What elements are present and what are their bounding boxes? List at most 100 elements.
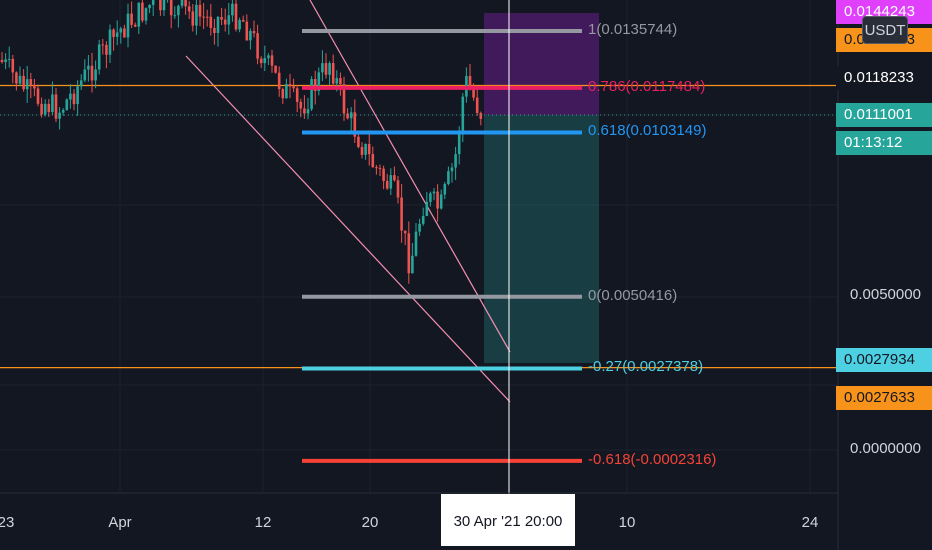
crosshair-time-label: 30 Apr '21 20:00 <box>441 494 575 546</box>
candle-body <box>364 144 367 155</box>
candle-body <box>414 231 418 256</box>
candle-body <box>126 13 130 38</box>
candle-body <box>249 30 252 41</box>
price-tick-0: 0.0000000 <box>850 440 921 457</box>
candle-body <box>454 154 457 168</box>
candle-body <box>162 0 166 11</box>
candle-body <box>457 131 461 155</box>
candle-body <box>432 191 436 194</box>
channel-upper-line[interactable] <box>309 0 511 353</box>
candle-body <box>238 20 241 30</box>
grid-lines <box>0 0 838 492</box>
candle-body <box>40 103 43 115</box>
candle-body <box>270 55 274 66</box>
price-tag: 0.0118233 <box>836 66 932 90</box>
price-tag: 0.0111001 <box>836 103 932 127</box>
candle-body <box>33 84 36 89</box>
candle-body <box>216 16 220 33</box>
candle-body <box>385 180 389 189</box>
candle-body <box>231 3 234 16</box>
candle-body <box>177 5 180 16</box>
candle-body <box>47 103 51 113</box>
time-tick-23: 23 <box>0 514 15 531</box>
candle-body <box>159 0 162 11</box>
candle-body <box>90 65 94 81</box>
candle-body <box>285 84 288 99</box>
candle-body <box>11 58 15 73</box>
candle-body <box>324 63 328 75</box>
fibonacci-extension[interactable] <box>302 28 582 463</box>
candle-body <box>25 79 29 90</box>
target-zone[interactable] <box>484 115 599 363</box>
candle-body <box>321 63 324 73</box>
fib-level-label: 0.618(0.0103149) <box>588 122 707 140</box>
candle-body <box>317 72 321 91</box>
candle-body <box>436 191 439 209</box>
candle-body <box>357 136 360 147</box>
candle-body <box>310 79 313 110</box>
candle-body <box>101 44 105 46</box>
candle-body <box>407 233 411 274</box>
candle-body <box>439 194 443 209</box>
candle-body <box>367 144 371 155</box>
candle-body <box>335 78 339 84</box>
candle-body <box>209 16 213 28</box>
candle-body <box>18 75 22 84</box>
candle-body <box>141 2 144 21</box>
candle-body <box>94 69 97 81</box>
candle-body <box>263 58 267 64</box>
candle-body <box>468 76 472 90</box>
candle-body <box>429 193 432 202</box>
fib-level-label: 0.786(0.0117484) <box>588 77 706 95</box>
candle-body <box>148 5 151 9</box>
candle-body <box>360 146 364 155</box>
candle-body <box>69 93 72 100</box>
candle-body <box>418 223 421 232</box>
candle-body <box>72 93 76 105</box>
candle-body <box>169 0 173 16</box>
short-position-tool[interactable] <box>484 13 599 363</box>
candle-body <box>475 97 479 113</box>
candle-body <box>281 89 285 99</box>
candle-body <box>346 113 349 119</box>
fib-level-label: 0(0.0050416) <box>588 286 678 304</box>
candle-body <box>447 171 450 185</box>
candle-body <box>133 24 137 27</box>
candle-body <box>202 16 205 18</box>
channel-lower-line[interactable] <box>185 55 511 403</box>
candle-body <box>443 184 447 195</box>
candle-body <box>288 84 292 87</box>
currency-button[interactable]: USDT <box>862 16 908 44</box>
candle-body <box>234 3 238 30</box>
candle-body <box>245 21 249 41</box>
candle-body <box>223 19 227 25</box>
candle-body <box>213 27 216 33</box>
candle-body <box>313 79 317 91</box>
candle-body <box>0 60 4 63</box>
candles <box>0 0 483 284</box>
stop-zone[interactable] <box>484 13 599 115</box>
candle-body <box>227 15 231 25</box>
price-tag: 01:13:12 <box>836 131 932 155</box>
candle-body <box>382 168 385 181</box>
candle-body <box>220 16 223 20</box>
candle-body <box>259 58 263 64</box>
time-tick-apr: Apr <box>108 514 132 531</box>
descending-channel[interactable] <box>185 0 511 403</box>
price-tag: 0.0027934 <box>836 348 932 372</box>
candle-body <box>349 112 353 119</box>
candle-body <box>87 65 90 70</box>
candle-body <box>108 29 112 55</box>
candle-body <box>267 55 270 59</box>
candle-body <box>371 154 375 168</box>
candle-body <box>15 72 18 84</box>
candle-body <box>339 78 342 85</box>
price-tag: 0.0144243 <box>836 0 932 24</box>
candle-body <box>22 75 25 90</box>
candle-body <box>393 175 396 181</box>
candle-body <box>389 175 393 189</box>
time-tick-24: 24 <box>801 514 819 531</box>
candle-body <box>58 112 61 119</box>
candle-body <box>144 8 148 21</box>
